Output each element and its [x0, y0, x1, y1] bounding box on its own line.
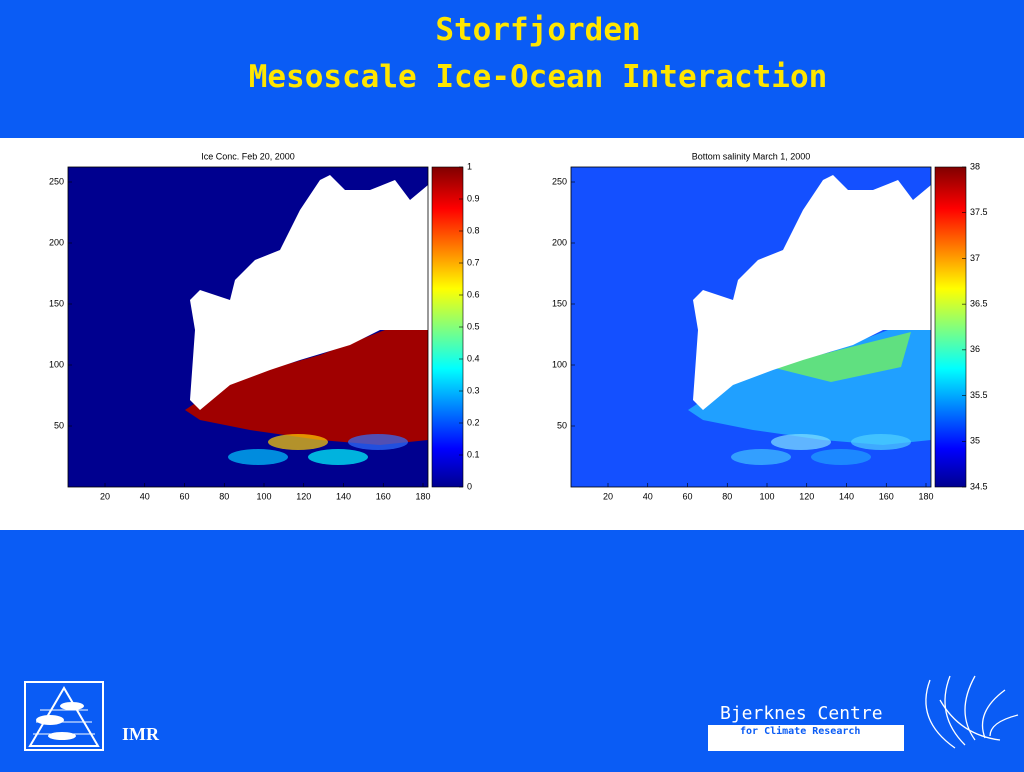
y-tick-label: 100 — [552, 359, 567, 369]
map-swirl — [811, 449, 871, 465]
colorbar-tick-label: 0.4 — [467, 353, 480, 363]
colorbar-tick-label: 36.5 — [970, 299, 988, 309]
y-tick-label: 100 — [49, 359, 64, 369]
colorbar-tick-label: 36 — [970, 344, 980, 354]
x-tick-label: 60 — [682, 491, 692, 501]
colorbar-tick-label: 37 — [970, 253, 980, 263]
colorbar-tick-label: 0.3 — [467, 385, 480, 395]
colorbar-tick-label: 0.6 — [467, 289, 480, 299]
x-tick-label: 140 — [839, 491, 854, 501]
bjerknes-sub: for Climate Research — [740, 725, 860, 737]
x-tick-label: 60 — [179, 491, 189, 501]
x-tick-label: 80 — [219, 491, 229, 501]
map-region — [771, 332, 911, 382]
colorbar-tick-label: 0.7 — [467, 257, 480, 267]
x-tick-label: 120 — [296, 491, 311, 501]
colorbar-tick-label: 0.5 — [467, 321, 480, 331]
x-tick-label: 20 — [603, 491, 613, 501]
y-tick-label: 250 — [49, 176, 64, 186]
colorbar-tick-label: 1 — [467, 161, 472, 171]
colorbar-tick-label: 0.1 — [467, 449, 480, 459]
map-swirl — [851, 434, 911, 450]
panel-title: Ice Conc. Feb 20, 2000 — [201, 151, 295, 161]
x-tick-label: 40 — [643, 491, 653, 501]
x-tick-label: 100 — [256, 491, 271, 501]
colorbar-tick-label: 0.2 — [467, 417, 480, 427]
plot-frame — [67, 166, 429, 488]
land — [190, 175, 428, 410]
panel: Ice Conc. Feb 20, 2000 20 40 60 80 100 120 140 1… — [49, 151, 480, 501]
map-swirl — [348, 434, 408, 450]
land — [693, 175, 931, 410]
map-swirl — [731, 449, 791, 465]
subtitle: Mesoscale Ice-Ocean Interaction — [249, 59, 828, 95]
x-tick-label: 80 — [722, 491, 732, 501]
imr-logo: IMR — [24, 681, 160, 751]
y-tick-label: 50 — [54, 420, 64, 430]
colorbar-tick-label: 35.5 — [970, 390, 988, 400]
panel: Bottom salinity March 1, 2000 20 40 60 80 100… — [552, 151, 988, 501]
colorbar-tick-label: 0 — [467, 481, 472, 491]
map-swirl — [771, 434, 831, 450]
y-tick-label: 50 — [557, 420, 567, 430]
x-tick-label: 140 — [336, 491, 351, 501]
colorbar: 38 37.5 37 36.5 36 35.5 35 34.5 — [934, 161, 988, 491]
panel-title: Bottom salinity March 1, 2000 — [692, 151, 811, 161]
map-swirl — [308, 449, 368, 465]
x-tick-label: 180 — [918, 491, 933, 501]
y-tick-label: 200 — [49, 237, 64, 247]
y-tick-label: 200 — [552, 237, 567, 247]
colorbar-tick-label: 38 — [970, 161, 980, 171]
y-tick-label: 150 — [552, 298, 567, 308]
map-swirl — [268, 434, 328, 450]
colorbar-tick-label: 0.8 — [467, 225, 480, 235]
bjerknes-label: Bjerknes Centre — [720, 703, 883, 724]
y-tick-label: 150 — [49, 298, 64, 308]
x-tick-label: 160 — [376, 491, 391, 501]
colorbar-scale — [934, 166, 967, 488]
plot-frame — [570, 166, 932, 488]
colorbar: 1 0.9 0.8 0.7 0.6 0.5 0.4 0.3 0.2 0.1 0 — [431, 161, 480, 491]
y-tick-label: 250 — [552, 176, 567, 186]
colorbar-tick-label: 37.5 — [970, 207, 988, 217]
x-tick-label: 120 — [799, 491, 814, 501]
x-tick-label: 100 — [759, 491, 774, 501]
bjerknes-logo: Bjerknes Centre for Climate Research — [708, 675, 1019, 751]
title: Storfjorden — [435, 12, 640, 48]
x-tick-label: 40 — [140, 491, 150, 501]
imr-label: IMR — [122, 724, 160, 744]
x-tick-label: 180 — [415, 491, 430, 501]
map-swirl — [228, 449, 288, 465]
colorbar-tick-label: 34.5 — [970, 481, 988, 491]
x-tick-label: 160 — [879, 491, 894, 501]
colorbar-tick-label: 35 — [970, 436, 980, 446]
colorbar-tick-label: 0.9 — [467, 193, 480, 203]
map-region — [185, 330, 428, 445]
x-tick-label: 20 — [100, 491, 110, 501]
colorbar-scale — [431, 166, 464, 488]
